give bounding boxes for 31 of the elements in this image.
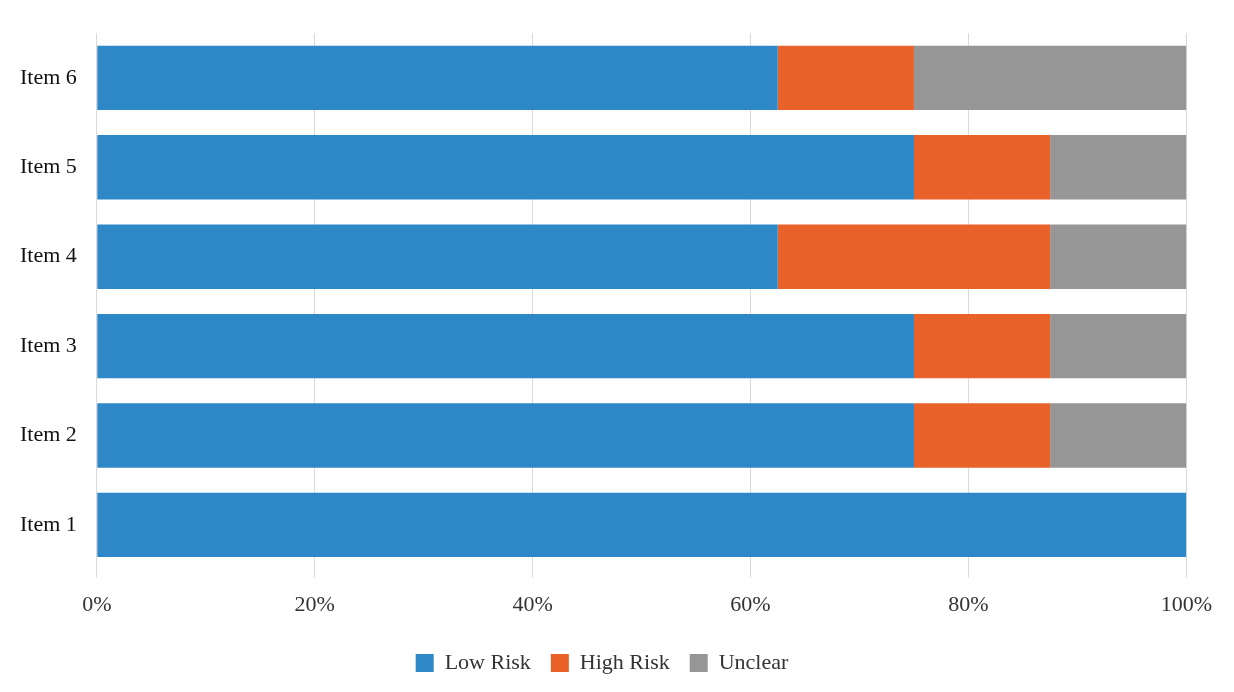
bar xyxy=(1050,313,1187,379)
bar xyxy=(1050,403,1187,468)
bar xyxy=(913,313,1051,379)
legend-label: High Risk xyxy=(579,648,670,674)
y-tick-label: Item 2 xyxy=(19,421,77,447)
bar xyxy=(97,224,778,289)
y-tick-label: Item 4 xyxy=(19,242,77,268)
legend-label: Unclear xyxy=(718,648,789,674)
bar xyxy=(913,45,1187,111)
x-tick-label: 60% xyxy=(730,590,771,616)
bar xyxy=(1050,135,1187,200)
y-tick-label: Item 3 xyxy=(19,331,77,357)
x-tick-label: 100% xyxy=(1160,590,1212,616)
bar xyxy=(97,135,914,200)
bar xyxy=(97,45,778,111)
x-tick-label: 0% xyxy=(82,590,112,616)
bar xyxy=(97,403,914,468)
x-tick-label: 80% xyxy=(948,590,989,616)
y-tick-label: Item 6 xyxy=(19,63,77,89)
bar xyxy=(913,403,1051,468)
bar xyxy=(97,313,914,379)
bar xyxy=(1050,224,1187,289)
x-tick-label: 20% xyxy=(294,590,335,616)
y-tick-label: Item 5 xyxy=(19,153,77,179)
bar xyxy=(97,492,1187,558)
legend-label: Low Risk xyxy=(444,648,531,674)
bar xyxy=(913,135,1051,200)
y-tick-label: Item 1 xyxy=(19,510,77,536)
bar xyxy=(777,45,914,111)
x-tick-label: 40% xyxy=(512,590,553,616)
bar xyxy=(777,224,1051,289)
